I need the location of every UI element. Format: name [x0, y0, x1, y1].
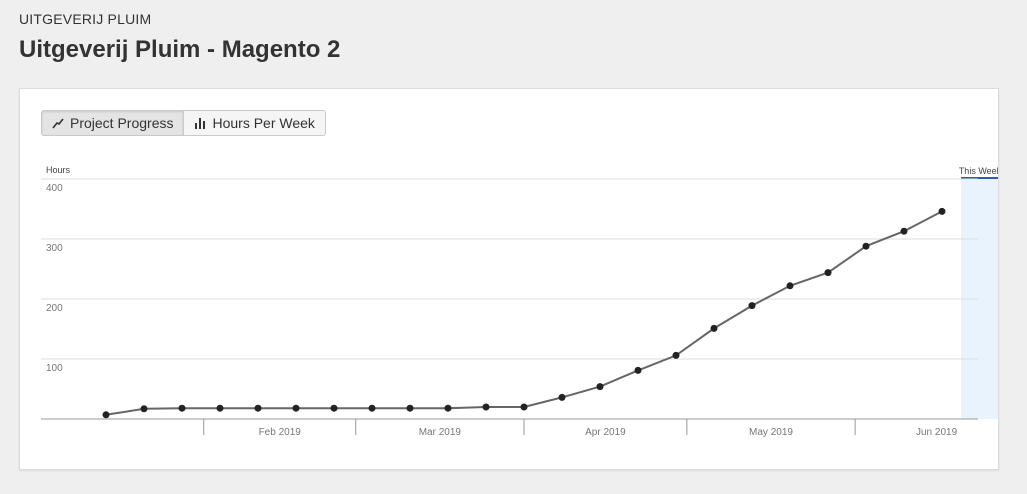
data-point-10 — [482, 403, 490, 411]
y-axis-label: Hours — [46, 165, 71, 175]
project-progress-button[interactable]: Project Progress — [41, 110, 185, 136]
data-point-9 — [444, 404, 452, 412]
data-point-21 — [900, 227, 908, 235]
x-tick-label-0: Feb 2019 — [259, 427, 302, 438]
bar-chart-icon — [194, 117, 206, 129]
data-point-13 — [596, 383, 604, 391]
x-tick-label-3: May 2019 — [749, 427, 793, 438]
progress-line-chart: This Week Hours 100 200 300 400 Feb 2019 Mar 20… — [41, 165, 998, 438]
data-point-1 — [140, 405, 148, 413]
data-point-6 — [330, 404, 338, 412]
y-tick-label-100: 100 — [46, 363, 63, 374]
page-title: Uitgeverij Pluim - Magento 2 — [19, 36, 341, 63]
x-tick-label-2: Apr 2019 — [585, 427, 626, 438]
data-point-12 — [558, 393, 566, 401]
data-point-0 — [102, 411, 110, 419]
x-tick-label-1: Mar 2019 — [419, 427, 462, 438]
data-point-17 — [748, 302, 756, 310]
data-point-5 — [292, 404, 300, 412]
chart-view-toggle: Project Progress Hours Per Week — [41, 110, 326, 136]
y-tick-label-300: 300 — [46, 243, 63, 254]
data-point-7 — [368, 404, 376, 412]
chart-card: Project Progress Hours Per Week This Wee… — [19, 88, 999, 470]
data-point-15 — [672, 351, 680, 359]
data-point-16 — [710, 324, 718, 332]
data-point-2 — [178, 404, 186, 412]
hours-per-week-label: Hours Per Week — [212, 115, 315, 131]
x-tick-label-4: Jun 2019 — [916, 427, 958, 438]
y-tick-label-400: 400 — [46, 183, 63, 194]
data-point-19 — [824, 269, 832, 277]
this-week-label: This Week — [959, 166, 998, 176]
data-point-20 — [862, 242, 870, 250]
data-point-4 — [254, 404, 262, 412]
data-point-11 — [520, 403, 528, 411]
data-point-3 — [216, 404, 224, 412]
series-line — [105, 210, 943, 416]
y-tick-label-200: 200 — [46, 303, 63, 314]
data-point-14 — [634, 366, 642, 374]
data-point-22 — [938, 207, 946, 215]
line-chart-icon — [52, 117, 64, 129]
data-point-8 — [406, 404, 414, 412]
project-progress-label: Project Progress — [70, 115, 174, 131]
hours-per-week-button[interactable]: Hours Per Week — [184, 110, 326, 136]
data-point-18 — [786, 282, 794, 290]
this-week-marker — [961, 177, 998, 179]
client-name: UITGEVERIJ PLUIM — [19, 11, 152, 27]
